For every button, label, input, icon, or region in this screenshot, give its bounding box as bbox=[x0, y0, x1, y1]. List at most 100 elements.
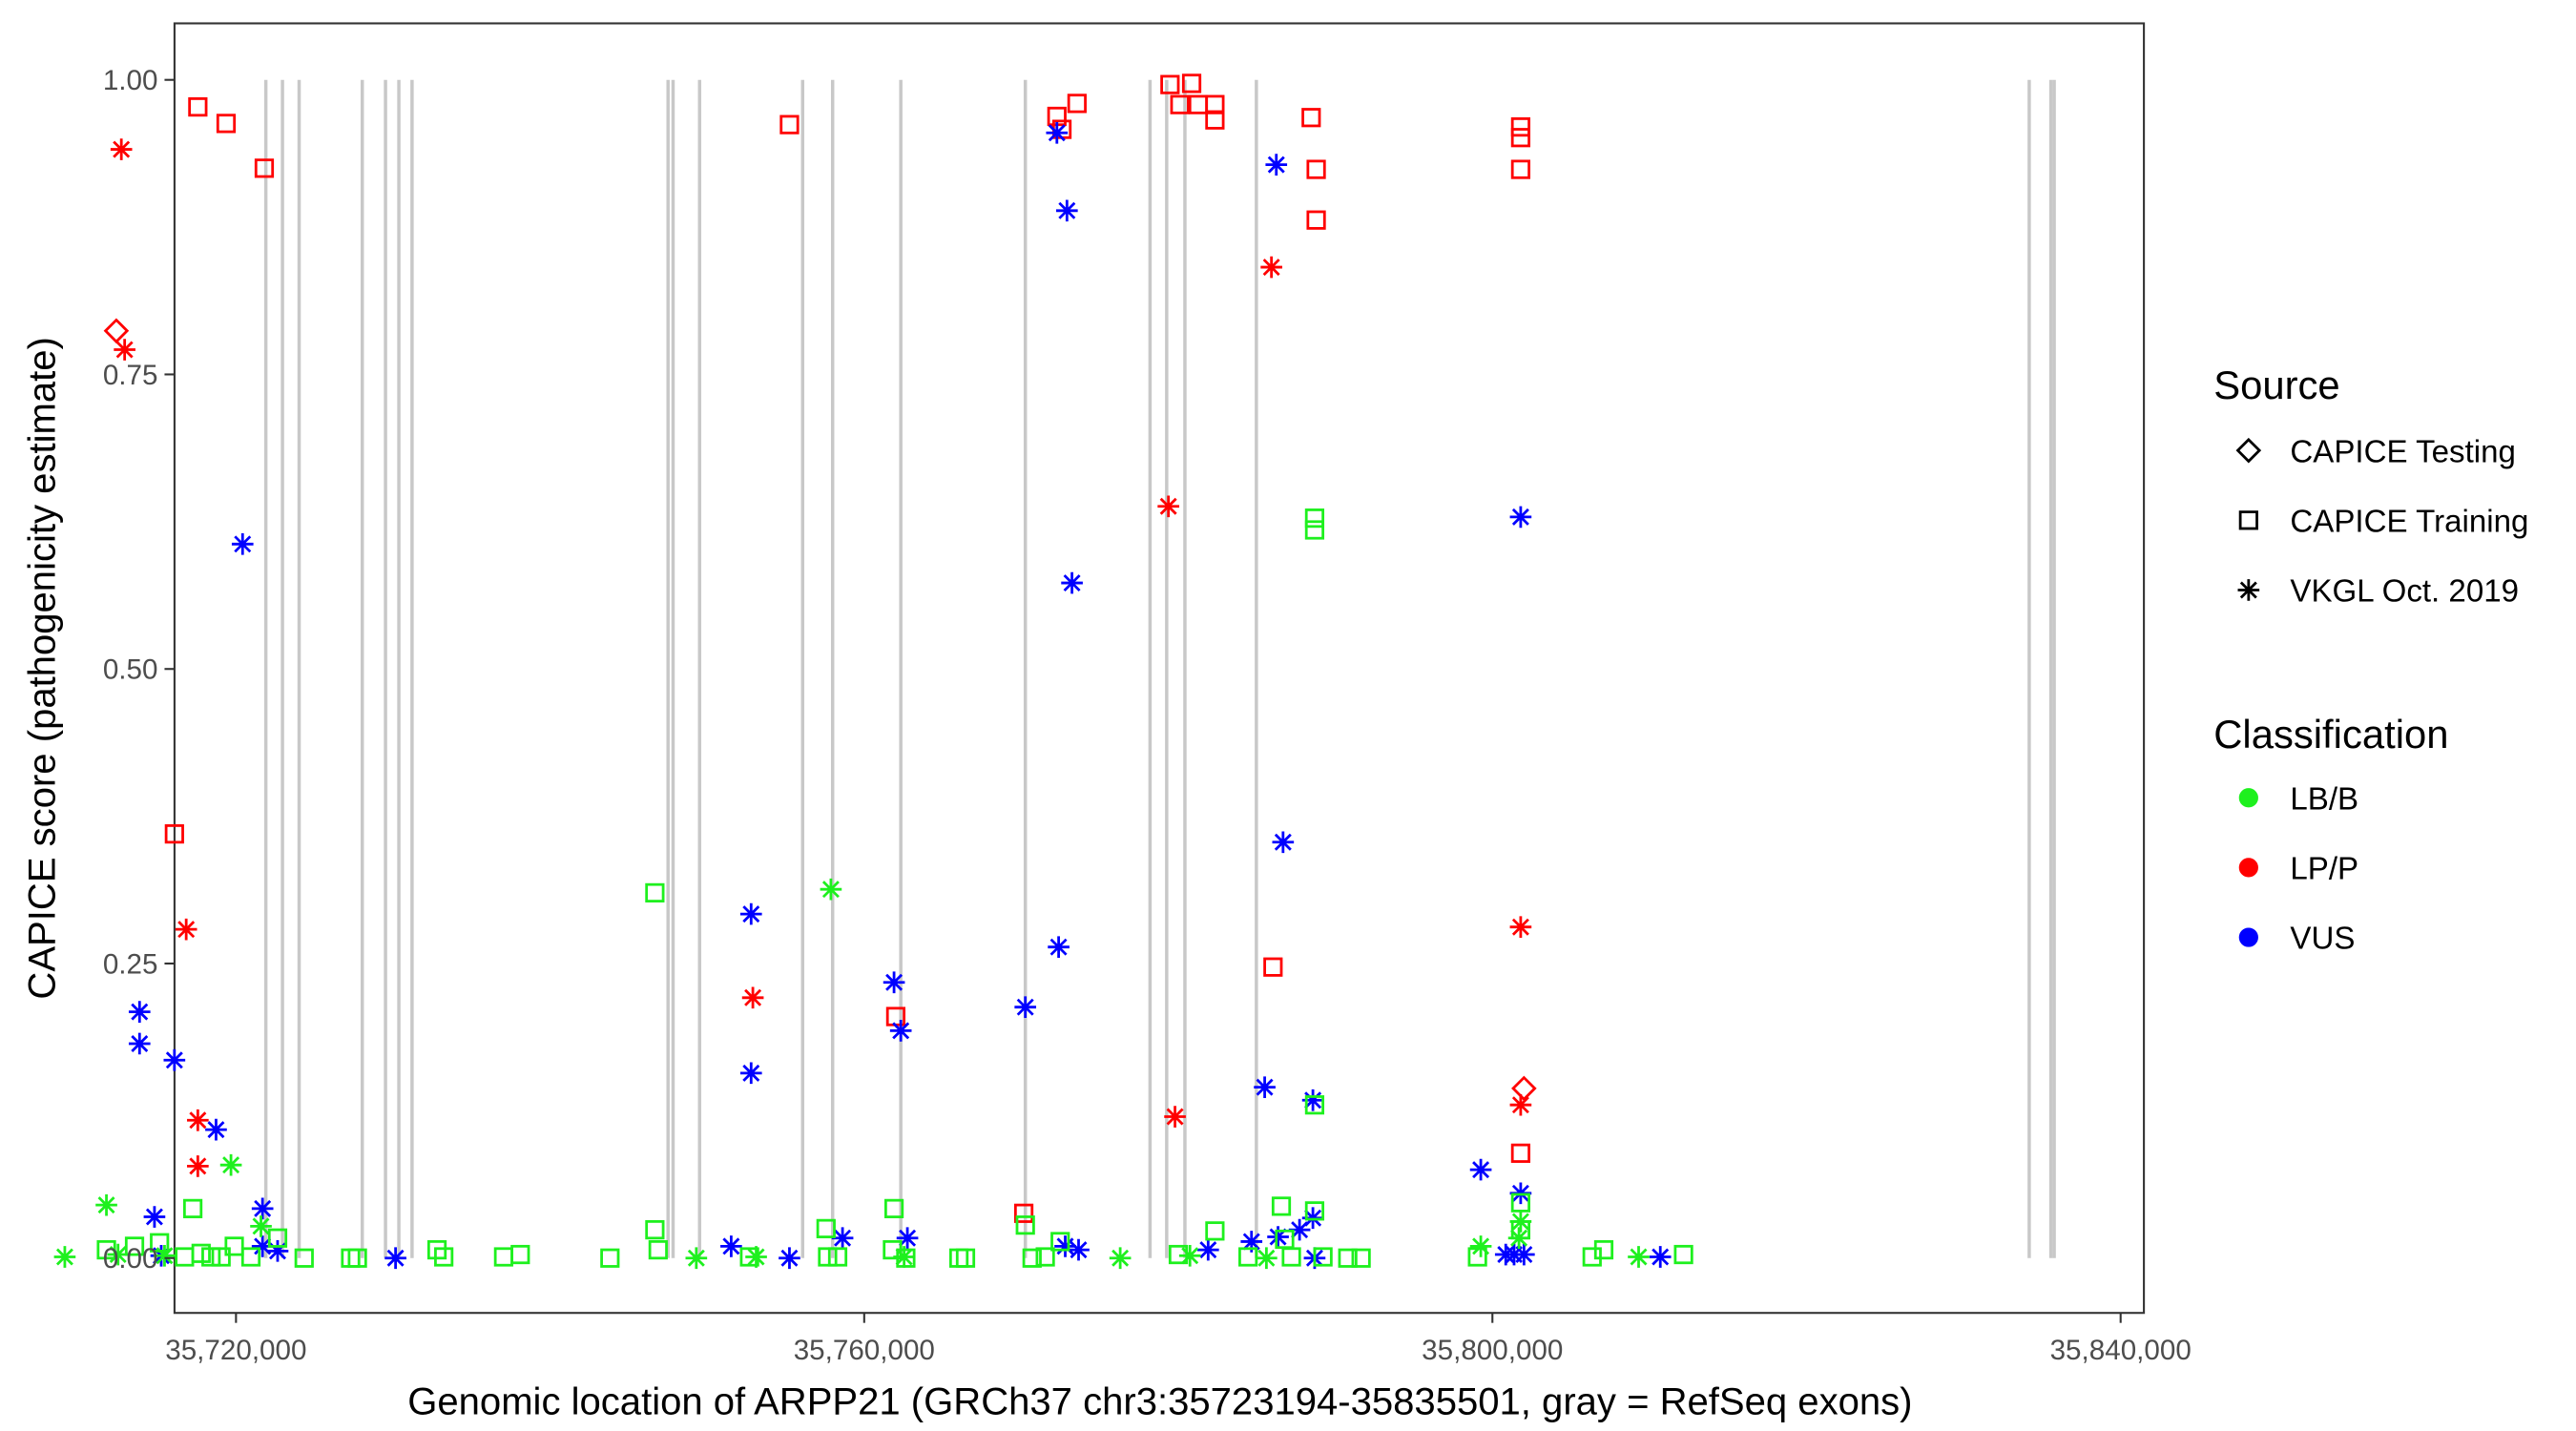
asterisk-marker bbox=[128, 1001, 151, 1023]
legend-class-label: LB/B bbox=[2290, 781, 2358, 817]
square-marker bbox=[1015, 1215, 1035, 1235]
square-marker bbox=[1510, 1219, 1530, 1240]
data-point bbox=[251, 1197, 274, 1220]
square-marker bbox=[1067, 93, 1087, 114]
y-tick-label: 1.00 bbox=[103, 65, 158, 96]
data-point bbox=[1306, 159, 1326, 179]
y-axis: 0.00 0.25 0.50 0.75 1.00 bbox=[103, 65, 175, 1275]
asterisk-marker bbox=[1288, 1218, 1311, 1241]
square-marker bbox=[1170, 94, 1190, 114]
data-point bbox=[254, 158, 275, 178]
dot-marker bbox=[2238, 858, 2258, 878]
data-point bbox=[1068, 1238, 1090, 1261]
data-point bbox=[1260, 256, 1282, 279]
legend-source-label: CAPICE Training bbox=[2290, 505, 2528, 540]
asterisk-marker bbox=[384, 1247, 406, 1270]
data-point bbox=[600, 1248, 620, 1268]
data-point bbox=[1048, 936, 1070, 959]
data-point bbox=[1170, 94, 1190, 114]
square-marker bbox=[254, 158, 275, 178]
data-point bbox=[110, 138, 133, 160]
asterisk-marker bbox=[128, 1032, 151, 1055]
square-marker bbox=[1304, 1095, 1325, 1115]
square-marker bbox=[1304, 1201, 1325, 1221]
data-point bbox=[1304, 508, 1325, 529]
square-marker bbox=[124, 1236, 145, 1256]
data-point bbox=[1254, 1076, 1276, 1098]
data-point bbox=[1509, 506, 1532, 529]
data-point bbox=[1509, 916, 1532, 939]
legend-class-key bbox=[2238, 927, 2258, 947]
data-point bbox=[205, 1118, 227, 1141]
square-marker bbox=[510, 1244, 530, 1265]
square-marker bbox=[1301, 108, 1321, 128]
asterisk-marker bbox=[1469, 1158, 1492, 1181]
data-point bbox=[240, 1247, 261, 1267]
data-point bbox=[95, 1193, 117, 1216]
asterisk-marker bbox=[720, 1235, 742, 1257]
square-marker bbox=[645, 882, 665, 902]
data-point bbox=[739, 1062, 762, 1085]
square-marker bbox=[1181, 73, 1202, 93]
square-marker bbox=[1035, 1247, 1055, 1267]
data-point bbox=[1046, 121, 1069, 144]
square-marker bbox=[96, 1239, 116, 1260]
y-axis-title: CAPICE score (pathogenicity estimate) bbox=[21, 337, 63, 999]
data-point bbox=[893, 1246, 915, 1268]
data-point bbox=[103, 318, 130, 344]
asterisk-marker bbox=[1178, 1244, 1201, 1267]
asterisk-marker bbox=[1240, 1231, 1263, 1253]
data-point bbox=[1469, 1158, 1492, 1181]
data-point bbox=[1510, 1192, 1530, 1213]
data-point bbox=[645, 882, 665, 902]
square-marker bbox=[224, 1236, 244, 1256]
y-tick-label: 0.50 bbox=[103, 654, 158, 686]
square-marker bbox=[818, 1247, 838, 1267]
x-tick-label: 35,720,000 bbox=[165, 1335, 306, 1366]
asterisk-marker bbox=[205, 1118, 227, 1141]
data-point bbox=[107, 1243, 130, 1266]
data-point bbox=[1056, 199, 1078, 222]
asterisk-marker bbox=[1509, 506, 1532, 529]
asterisk-marker bbox=[1054, 1235, 1076, 1257]
data-point bbox=[889, 1020, 912, 1042]
data-point bbox=[1013, 1203, 1034, 1223]
data-point bbox=[188, 97, 208, 117]
square-marker bbox=[1467, 1247, 1487, 1267]
square-marker bbox=[164, 824, 184, 844]
asterisk-marker bbox=[1260, 256, 1282, 279]
square-marker bbox=[1510, 117, 1530, 137]
data-point bbox=[266, 1240, 289, 1262]
data-point bbox=[1351, 1248, 1371, 1268]
data-point bbox=[645, 1219, 665, 1240]
legend-class-label: LP/P bbox=[2290, 852, 2358, 887]
legend-source-key bbox=[2235, 437, 2262, 464]
square-marker bbox=[1510, 1192, 1530, 1213]
asterisk-marker bbox=[110, 138, 133, 160]
data-point bbox=[1196, 1238, 1219, 1261]
asterisk-marker bbox=[1056, 199, 1078, 222]
square-marker bbox=[1338, 1248, 1358, 1268]
data-point bbox=[883, 1198, 904, 1218]
asterisk-marker bbox=[266, 1240, 289, 1262]
asterisk-marker bbox=[53, 1246, 76, 1268]
data-point bbox=[1263, 957, 1283, 977]
asterisk-marker bbox=[739, 902, 762, 925]
legend-class-key bbox=[2238, 858, 2258, 878]
data-point bbox=[1301, 108, 1321, 128]
data-point bbox=[1313, 1247, 1333, 1267]
data-point bbox=[883, 971, 905, 994]
square-marker bbox=[1510, 128, 1530, 148]
legend-source-label: CAPICE Testing bbox=[2290, 434, 2516, 469]
square-marker bbox=[191, 1243, 211, 1263]
asterisk-marker bbox=[739, 1062, 762, 1085]
asterisk-marker bbox=[1048, 936, 1070, 959]
asterisk-marker bbox=[1157, 495, 1179, 518]
asterisk-marker bbox=[219, 1153, 242, 1176]
legend-class-key bbox=[2238, 788, 2258, 808]
asterisk-marker bbox=[250, 1215, 272, 1237]
data-point bbox=[143, 1206, 166, 1228]
asterisk-marker bbox=[175, 918, 197, 941]
data-point bbox=[1304, 1201, 1325, 1221]
square-marker bbox=[1593, 1239, 1614, 1260]
